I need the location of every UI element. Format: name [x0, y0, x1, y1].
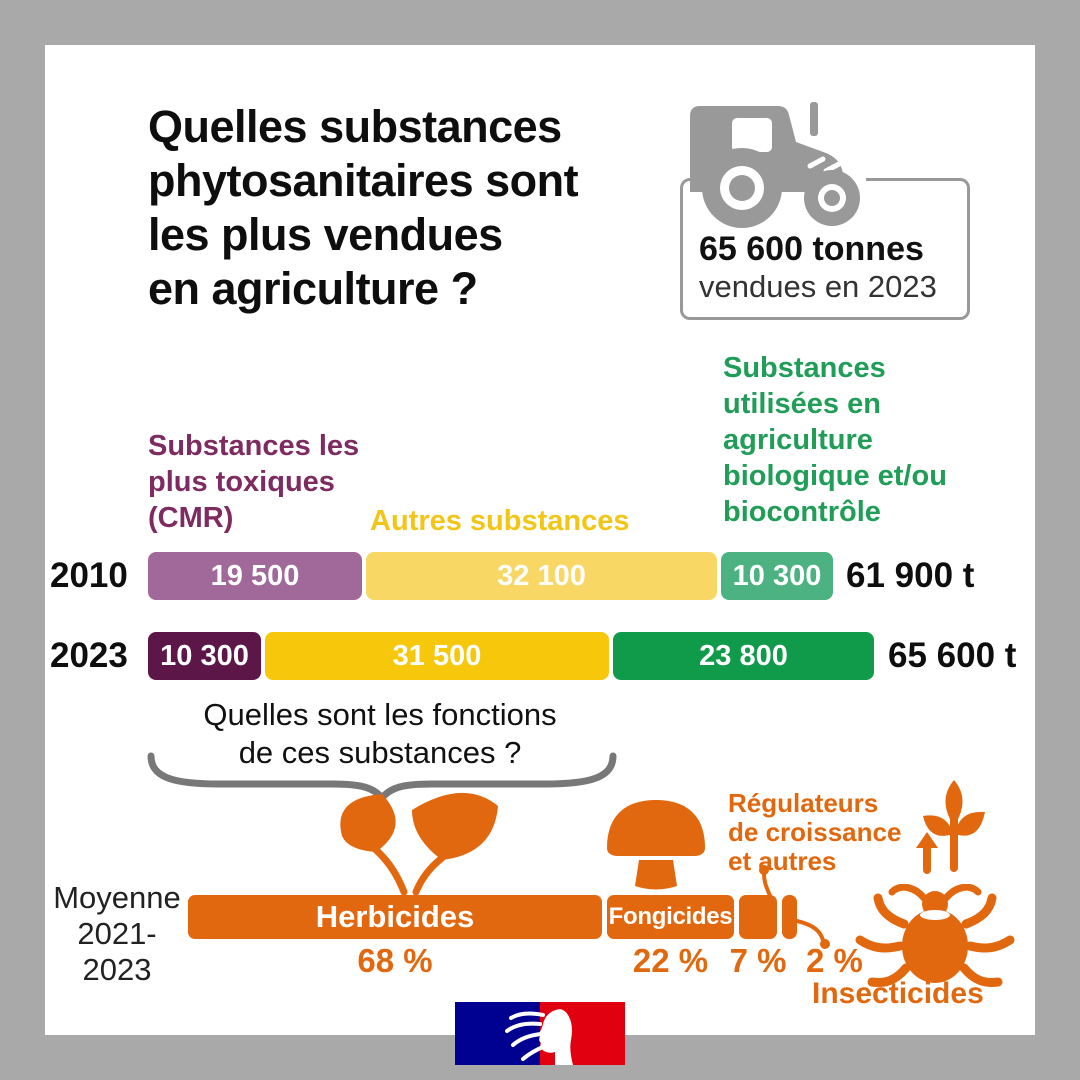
bar-segment-cmr-2023: 10 300 [148, 632, 261, 680]
page-title-line: les plus vendues [148, 209, 503, 260]
insecticides-label: Insecticides [812, 977, 984, 1010]
regulateurs-label-line: de croissance [728, 817, 902, 847]
total-sold-value: 65 600 tonnes [699, 230, 924, 268]
insecticides-callout-line [795, 919, 830, 949]
functions-question-line: de ces substances ? [238, 735, 522, 770]
average-period-line: 2021-2023 [77, 916, 157, 987]
year-label-2023: 2023 [50, 636, 128, 675]
insecticides-bar [782, 895, 797, 939]
regulateurs-label: Régulateurs de croissance et autres [728, 789, 901, 876]
page-title: Quelles substances phytosanitaires sont … [148, 100, 708, 316]
functions-question-line: Quelles sont les fonctions [203, 697, 557, 732]
total-2010: 61 900 t [846, 556, 975, 595]
legend-bio-line: utilisées en [723, 388, 881, 420]
mushroom-icon [607, 800, 705, 890]
regulateurs-percent: 7 % [729, 942, 787, 979]
insect-icon [855, 884, 1015, 987]
legend-cmr-label: Substances les plus toxiques (CMR) [148, 428, 359, 536]
bar-segment-autres-2023: 31 500 [265, 632, 609, 680]
legend-cmr-line: plus toxiques [148, 466, 335, 498]
legend-cmr-line: Substances les [148, 430, 360, 462]
legend-bio-line: Substances [723, 352, 886, 384]
content-panel [45, 45, 1035, 1035]
bar-segment-bio-2010: 10 300 [721, 552, 833, 600]
functions-question: Quelles sont les fonctions de ces substa… [150, 696, 610, 772]
bar-segment-bio-2023: 23 800 [613, 632, 874, 680]
tractor-icon [690, 102, 866, 230]
leaves-icon [340, 792, 498, 896]
year-label-2010: 2010 [50, 556, 128, 595]
insecticides-percent: 2 % [806, 942, 863, 979]
legend-autres-label: Autres substances [370, 505, 630, 537]
average-period-label: Moyenne 2021-2023 [46, 880, 188, 988]
legend-cmr-line: (CMR) [148, 502, 234, 534]
herbicides-bar: Herbicides [188, 895, 602, 939]
republique-francaise-logo [455, 1002, 625, 1065]
bar-segment-cmr-2010: 19 500 [148, 552, 362, 600]
page-title-line: phytosanitaires sont [148, 155, 579, 206]
regulateurs-label-line: Régulateurs [728, 788, 879, 818]
legend-bio-line: biologique et/ou [723, 460, 947, 492]
total-2023: 65 600 t [888, 636, 1017, 675]
legend-bio-line: agriculture [723, 424, 873, 456]
regulateurs-callout-line [759, 865, 772, 898]
regulateurs-label-line: et autres [728, 846, 837, 876]
legend-bio-line: biocontrôle [723, 496, 881, 528]
fongicides-bar: Fongicides [607, 895, 734, 939]
regulateurs-bar [739, 895, 777, 939]
fongicides-percent: 22 % [632, 942, 709, 979]
average-period-line: Moyenne [53, 880, 181, 915]
page-title-line: Quelles substances [148, 101, 562, 152]
bar-segment-autres-2010: 32 100 [366, 552, 717, 600]
herbicides-percent: 68 % [357, 942, 433, 979]
total-sold-caption: vendues en 2023 [699, 269, 937, 304]
page-title-line: en agriculture ? [148, 263, 478, 314]
legend-bio-label: Substances utilisées en agriculture biol… [723, 350, 947, 530]
growth-plant-icon [916, 780, 985, 874]
